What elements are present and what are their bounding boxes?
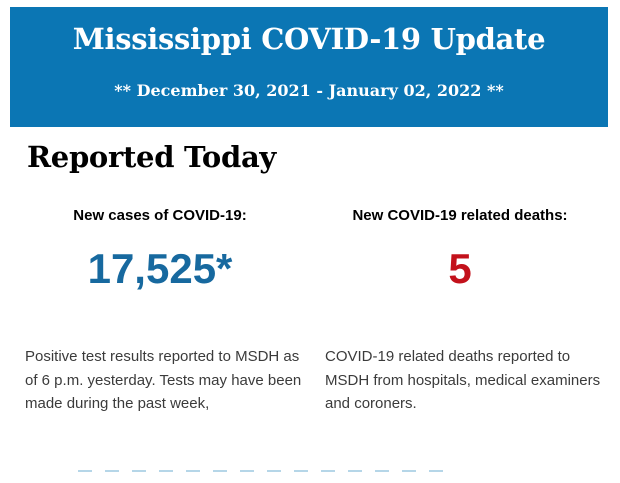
new-deaths-description: COVID-19 related deaths reported to MSDH… — [325, 348, 601, 412]
stat-new-cases: New cases of COVID-19: 17,525* — [10, 207, 310, 291]
new-cases-value: 17,525* — [87, 245, 233, 292]
new-cases-label: New cases of COVID-19: — [73, 207, 247, 224]
new-cases-description: Positive test results reported to MSDH a… — [25, 348, 302, 412]
stats-row: New cases of COVID-19: 17,525* New COVID… — [10, 207, 610, 291]
header-banner: Mississippi COVID-19 Update ** December … — [10, 7, 608, 127]
date-range: ** December 30, 2021 - January 02, 2022 … — [114, 81, 504, 100]
new-deaths-label: New COVID-19 related deaths: — [352, 207, 568, 224]
page-title: Mississippi COVID-19 Update — [72, 22, 546, 56]
new-deaths-value: 5 — [448, 245, 472, 292]
descriptions-row: Positive test results reported to MSDH a… — [25, 345, 612, 416]
cutoff-next-section-remnant — [78, 470, 454, 472]
section-title: Reported Today — [27, 140, 276, 174]
stat-new-deaths: New COVID-19 related deaths: 5 — [310, 207, 610, 291]
